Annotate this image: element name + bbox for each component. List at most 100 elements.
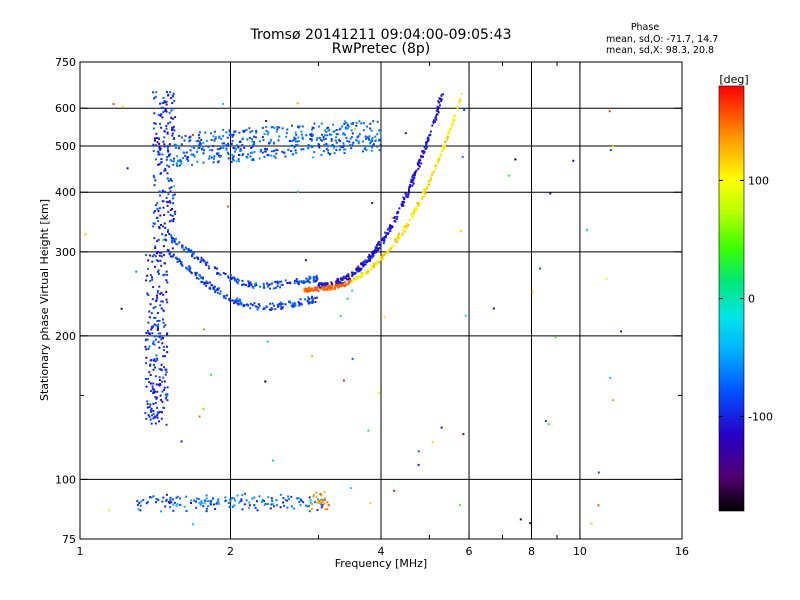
- data-point: [373, 252, 376, 254]
- data-point: [366, 259, 369, 262]
- data-point: [158, 346, 161, 349]
- data-point: [152, 412, 155, 415]
- data-point: [146, 274, 149, 277]
- data-point: [276, 149, 279, 152]
- data-point: [288, 145, 291, 147]
- data-point: [165, 423, 168, 426]
- data-point: [168, 154, 171, 157]
- data-point: [173, 501, 176, 504]
- data-point: [443, 145, 446, 148]
- data-point: [268, 308, 271, 311]
- data-point: [311, 128, 313, 131]
- data-point: [343, 120, 346, 123]
- data-point: [446, 136, 449, 139]
- data-point: [290, 495, 293, 498]
- data-point: [146, 406, 149, 409]
- data-point: [378, 149, 381, 152]
- data-point: [263, 503, 266, 506]
- data-point: [350, 281, 353, 284]
- data-point: [423, 190, 426, 193]
- data-point: [321, 139, 323, 142]
- data-point: [163, 386, 166, 389]
- data-point: [342, 144, 345, 147]
- data-point: [219, 290, 222, 293]
- data-point: [159, 259, 162, 262]
- data-point: [341, 282, 344, 285]
- data-point: [150, 422, 153, 425]
- data-point: [407, 224, 410, 227]
- data-point: [176, 243, 179, 246]
- data-point: [157, 238, 160, 241]
- data-point: [236, 144, 238, 147]
- data-point: [376, 145, 379, 148]
- data-point: [519, 518, 522, 521]
- data-point: [432, 170, 435, 173]
- data-point: [335, 149, 338, 151]
- data-point: [355, 269, 358, 272]
- data-point: [234, 299, 237, 302]
- data-point: [227, 144, 230, 147]
- data-point: [308, 281, 311, 284]
- data-point: [360, 273, 363, 276]
- data-point: [157, 163, 160, 166]
- data-point: [249, 281, 252, 284]
- data-point: [157, 499, 159, 501]
- data-point: [335, 133, 338, 136]
- data-point: [167, 94, 170, 97]
- data-point: [392, 244, 395, 247]
- data-point: [350, 147, 353, 150]
- data-point: [318, 282, 321, 285]
- data-point: [458, 101, 461, 104]
- data-point: [378, 139, 381, 142]
- data-point: [420, 156, 423, 159]
- data-point: [261, 151, 264, 154]
- data-point: [397, 235, 400, 238]
- data-point: [347, 281, 350, 284]
- data-point: [417, 204, 420, 207]
- data-point: [156, 320, 159, 322]
- data-point: [200, 500, 203, 503]
- data-point: [241, 508, 244, 511]
- data-point: [459, 229, 462, 232]
- data-point: [285, 135, 288, 138]
- data-point: [307, 280, 310, 283]
- data-point: [158, 251, 161, 254]
- data-point: [355, 121, 358, 124]
- data-point: [164, 169, 167, 172]
- data-point: [160, 264, 163, 267]
- data-point: [357, 142, 360, 145]
- data-point: [163, 325, 165, 328]
- data-point: [161, 153, 164, 156]
- data-point: [151, 255, 154, 258]
- data-point: [153, 358, 156, 361]
- data-point: [157, 332, 160, 335]
- data-point: [165, 234, 167, 237]
- data-point: [156, 416, 159, 419]
- data-point: [317, 290, 320, 292]
- data-point: [282, 497, 285, 499]
- data-point: [286, 128, 289, 131]
- data-point: [276, 303, 279, 306]
- data-point: [351, 289, 354, 292]
- data-point: [222, 102, 224, 105]
- data-point: [149, 403, 152, 406]
- data-point: [414, 172, 417, 175]
- data-point: [255, 129, 258, 132]
- data-point: [383, 315, 386, 318]
- data-point: [298, 125, 301, 128]
- data-point: [267, 283, 270, 286]
- data-point: [84, 233, 87, 236]
- data-point: [138, 501, 141, 504]
- data-point: [166, 172, 169, 175]
- data-point: [296, 144, 299, 147]
- data-point: [605, 277, 608, 280]
- data-point: [174, 116, 177, 119]
- data-point: [383, 236, 386, 239]
- data-point: [190, 502, 192, 504]
- data-point: [159, 114, 162, 117]
- data-point: [301, 125, 304, 128]
- data-point: [219, 292, 221, 295]
- data-point: [312, 156, 315, 159]
- data-point: [230, 133, 233, 136]
- data-point: [152, 222, 155, 225]
